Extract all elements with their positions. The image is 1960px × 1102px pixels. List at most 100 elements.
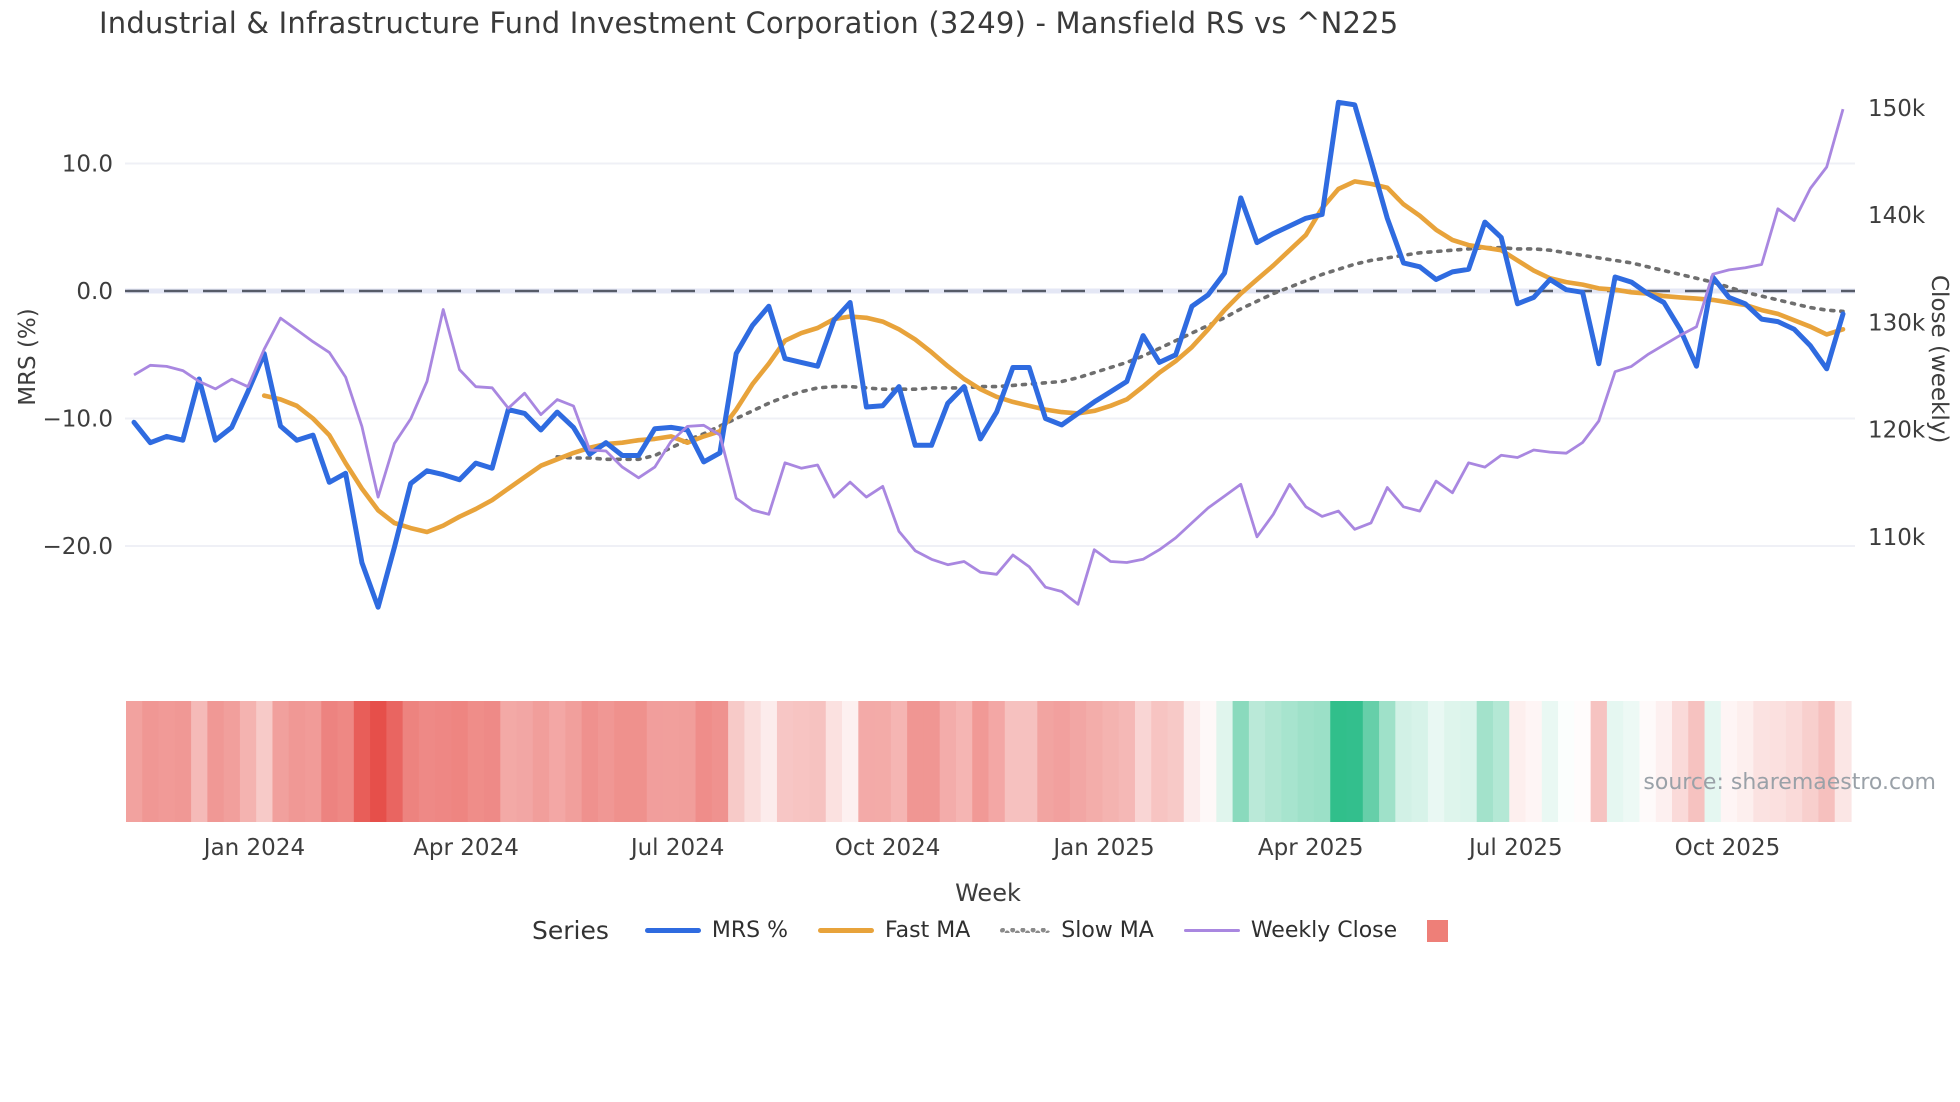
heatmap-cell [321,701,339,822]
heatmap-cell [1086,701,1104,822]
heatmap-cell [1688,701,1706,822]
heatmap-cell [972,701,990,822]
heatmap-cell [158,701,176,822]
heatmap-cell [467,701,485,822]
heatmap-cell [1281,701,1299,822]
heatmap-cell [1395,701,1413,822]
heatmap-cell [907,701,924,822]
legend-title: Series [532,916,609,945]
heatmap-cell [923,701,941,822]
heatmap-cell [1720,701,1738,822]
heatmap-cell [711,701,729,822]
heatmap-cell [174,701,192,822]
left-axis-title: MRS (%) [15,308,41,406]
heatmap-cell [500,701,518,822]
heatmap-cell [1460,701,1478,822]
heatmap-cell [825,701,843,822]
heatmap-cell [435,701,453,822]
heatmap-cell [1655,701,1673,822]
heatmap-cell [646,701,664,822]
heatmap-cell [1558,701,1575,822]
heatmap-cell [614,701,632,822]
legend-item-label: Fast MA [885,918,971,943]
heatmap-cell [1541,701,1559,822]
source-attribution: source: sharemaestro.com [1643,770,1936,795]
heatmap-cell [597,701,615,822]
heatmap-cell [516,701,534,822]
heatmap-cell [1053,701,1071,822]
heatmap-cell [1183,701,1201,822]
heatmap-cell [874,701,892,822]
heatmap-cell [793,701,811,822]
heatmap-cell [402,701,420,822]
fast-ma-line [261,179,1846,535]
heatmap-cell [1313,701,1331,822]
heatmap-cell [663,701,680,822]
heatmap-cell [353,701,371,822]
fast-ma-swatch-icon [818,928,875,933]
heatmap-cell [1704,701,1722,822]
heatmap-cell [1265,701,1283,822]
heatmap-cell [988,701,1006,822]
heatmap-cell [1509,701,1527,822]
heatmap-cell [565,701,583,822]
heatmap-cell [1492,701,1510,822]
heatmap-cell [744,701,762,822]
heatmap-cell [549,701,566,822]
heatmap-cell [1737,701,1754,822]
heatmap-cell [418,701,436,822]
heatmap-cell [581,701,599,822]
left-axis-tick-label: −20.0 [43,534,113,560]
legend-item-label: Weekly Close [1250,918,1398,943]
heatmap-cell [630,701,648,822]
x-axis-tick-label: Oct 2025 [1675,835,1781,861]
heatmap-cell [386,701,404,822]
heatmap-cell [370,701,387,822]
heatmap-cell [1232,701,1250,822]
heatmap-cell [695,701,713,822]
heatmap-cell [1753,701,1771,822]
heatmap-cell [1151,701,1169,822]
left-axis-tick-label: 0.0 [76,279,113,305]
heatmap-cell [256,701,274,822]
heatmap-cell [1297,701,1315,822]
heatmap-cell [1200,701,1217,822]
x-axis-tick-label: Jul 2025 [1467,835,1563,861]
right-axis-tick-label: 140k [1868,203,1926,229]
legend-item-fast-ma: Fast MA [818,918,970,943]
heatmap-cell [1623,701,1641,822]
heatmap-cell [1004,701,1022,822]
heatmap-cell [191,701,208,822]
slow-ma-line [555,245,1845,462]
heatmap-cell [776,701,794,822]
heatmap-cell [288,701,306,822]
heatmap-cell [272,701,290,822]
heatmap-cell [532,701,550,822]
heatmap-cell [1102,701,1120,822]
heatmap-cell [1818,701,1836,822]
heatmap-cell [679,701,697,822]
heatmap-cell [1346,701,1364,822]
mrs-swatch-icon [644,928,701,933]
heatmap-cell [1671,701,1689,822]
heatmap-cell [728,701,745,822]
slow-ma-swatch-icon [1000,928,1051,933]
legend-item-label: MRS % [711,918,789,943]
heatmap-cell [207,701,225,822]
heatmap-cell [1769,701,1787,822]
left-axis-tick-label: 10.0 [62,152,113,178]
right-axis-tick-label: 130k [1868,310,1926,336]
x-axis-tick-label: Jan 2024 [202,835,305,861]
heatmap-cell [1069,701,1087,822]
heatmap-cell [239,701,257,822]
x-axis-tick-label: Apr 2025 [1258,835,1364,861]
legend-item-label: Slow MA [1061,918,1154,943]
heatmap-cell [1248,701,1266,822]
heatmap-cell [305,701,322,822]
heatmap-cell [1427,701,1445,822]
x-axis-tick-label: Apr 2024 [413,835,519,861]
heatmap-cell [1476,701,1494,822]
heatmap-cell [1118,701,1136,822]
heatmap-cell [1216,701,1234,822]
